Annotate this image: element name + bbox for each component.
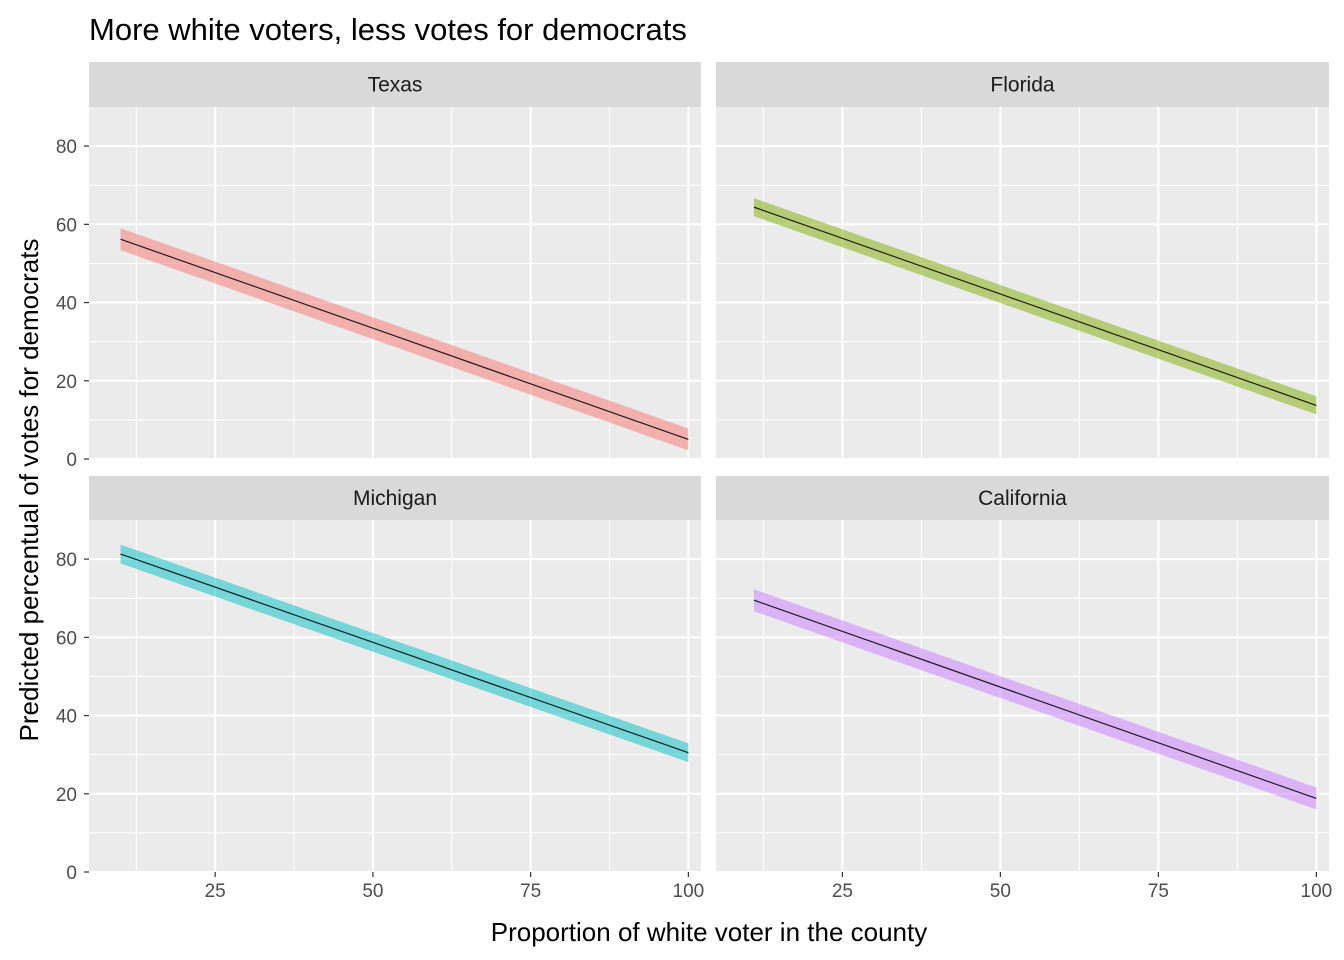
panel-background [716,107,1329,459]
x-tick-label: 50 [990,881,1011,902]
facet-strip [716,476,1329,520]
y-tick-label: 40 [56,707,77,728]
y-tick-label: 60 [56,215,77,236]
x-tick-label: 25 [832,881,853,902]
facet-strip [89,62,701,107]
facet-panel: California [716,476,1329,873]
fit-line [120,553,689,754]
x-tick-label: 25 [205,881,226,902]
fit-line [753,599,1317,800]
x-tick-label: 100 [1301,881,1333,902]
facet-panel: Michigan [89,476,701,873]
x-axis-title: Proportion of white voter in the county [491,917,927,947]
x-tick-label: 75 [1148,881,1169,902]
facet-strip [89,476,701,520]
y-tick-label: 80 [56,550,77,571]
facet-label: Florida [990,74,1055,97]
facet-label: Texas [368,74,423,97]
facet-strip [716,62,1329,107]
facet-label: California [978,487,1067,510]
facet-label: Michigan [353,487,437,510]
fit-line [753,206,1317,406]
x-tick-label: 50 [362,881,383,902]
y-tick-label: 20 [56,785,77,806]
facet-panel: Florida [716,62,1329,460]
y-tick-label: 80 [56,137,77,158]
fit-line [120,238,689,441]
y-tick-label: 20 [56,372,77,393]
y-tick-label: 0 [66,450,77,471]
y-tick-label: 0 [66,863,77,884]
x-tick-label: 75 [520,881,541,902]
chart-title: More white voters, less votes for democr… [89,12,687,47]
facet-panel: Texas [89,62,701,460]
y-tick-label: 60 [56,628,77,649]
x-tick-label: 100 [673,881,705,902]
y-axis-title: Predicted percentual of votes for democr… [14,239,44,742]
y-tick-label: 40 [56,294,77,315]
